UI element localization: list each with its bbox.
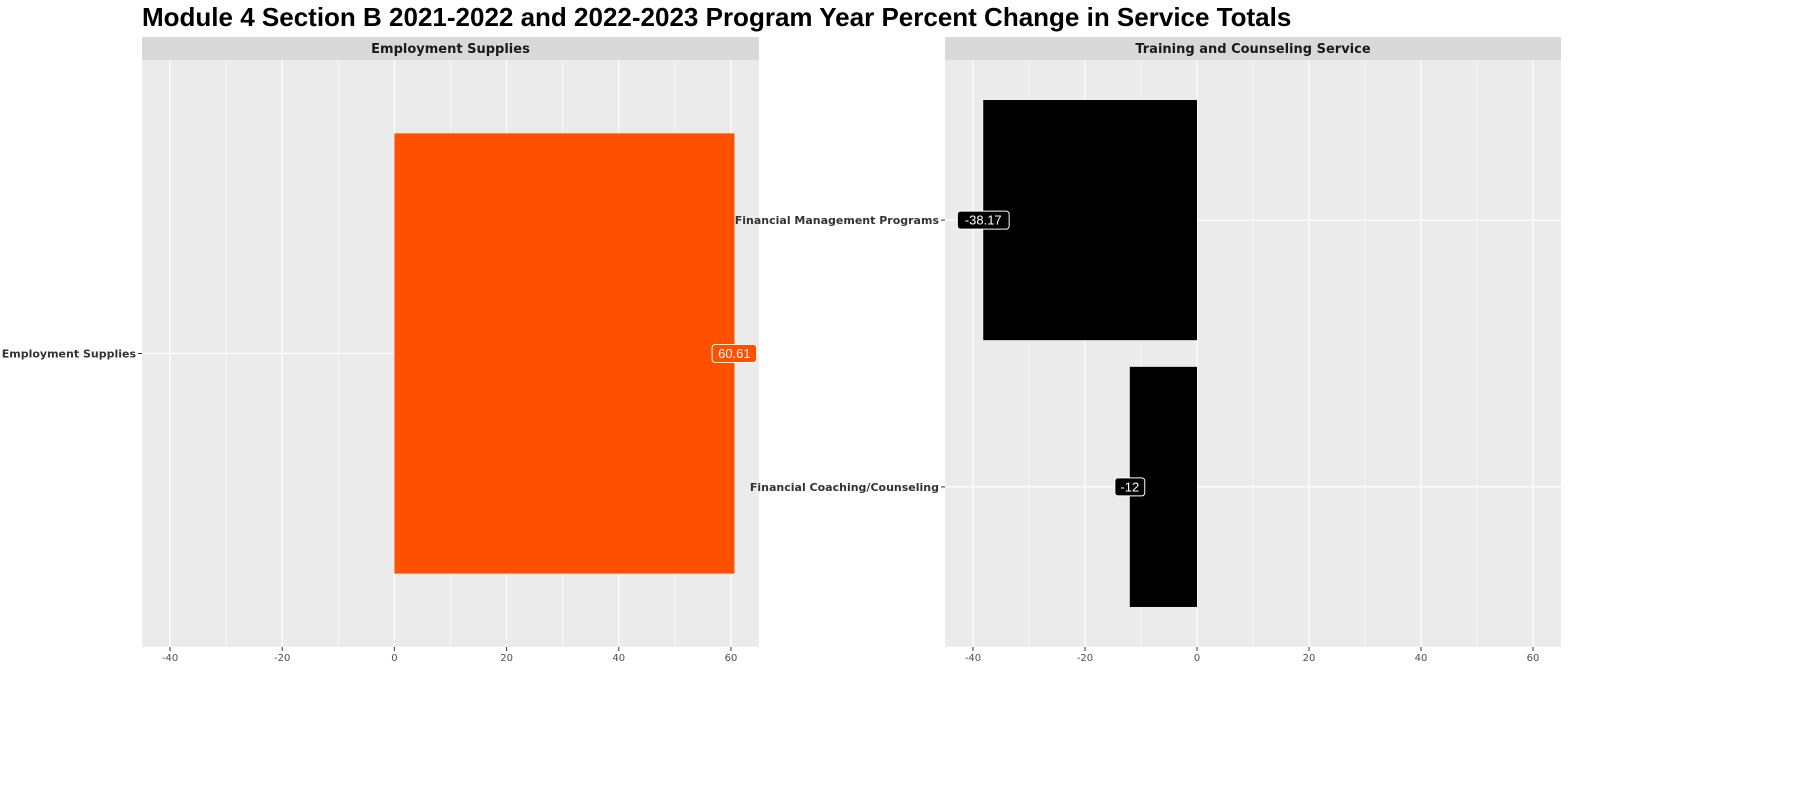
chart-title: Module 4 Section B 2021-2022 and 2022-20… xyxy=(142,2,1292,32)
data-label: -38.17 xyxy=(965,213,1002,228)
x-tick-label: 0 xyxy=(391,653,397,664)
data-label-box xyxy=(956,210,1010,230)
x-tick-label: 60 xyxy=(725,653,738,664)
x-tick-label: -40 xyxy=(965,653,981,664)
category-label: Financial Management Programs xyxy=(735,214,940,227)
category-label: Employment Supplies xyxy=(2,348,137,361)
x-tick-label: 20 xyxy=(500,653,513,664)
x-tick-label: -40 xyxy=(162,653,178,664)
x-tick-label: 40 xyxy=(1415,653,1428,664)
x-tick-label: 0 xyxy=(1194,653,1200,664)
x-tick-label: 40 xyxy=(612,653,625,664)
bar-1 xyxy=(983,100,1197,341)
facet-title: Employment Supplies xyxy=(371,42,530,57)
facet-strip xyxy=(142,37,759,60)
category-label: Financial Coaching/Counseling xyxy=(750,481,939,494)
facet-panel-2: Training and Counseling Service -38.17 -12… xyxy=(735,37,1561,664)
bar-1 xyxy=(394,133,735,574)
facet-title: Training and Counseling Service xyxy=(1135,42,1370,57)
x-tick-label: 60 xyxy=(1527,653,1540,664)
facet-strip xyxy=(945,37,1561,60)
data-label: 60.61 xyxy=(718,346,751,361)
x-tick-label: -20 xyxy=(1077,653,1093,664)
x-tick-label: 20 xyxy=(1303,653,1316,664)
data-label: -12 xyxy=(1120,479,1139,494)
data-label-box xyxy=(711,344,758,363)
facet-panel-1: Employment Supplies 60.61 Employment Suppl… xyxy=(2,37,759,664)
x-tick-label: -20 xyxy=(274,653,290,664)
data-label-box xyxy=(1114,477,1146,497)
